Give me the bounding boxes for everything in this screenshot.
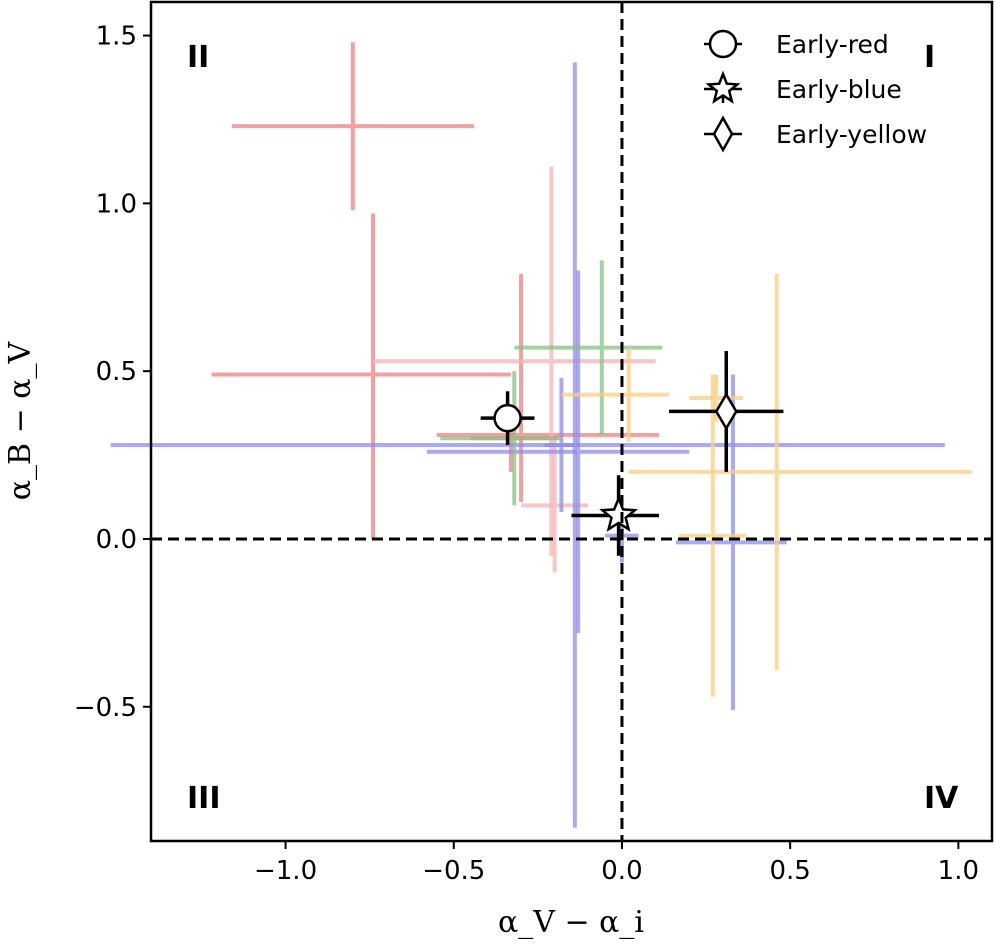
diamond-marker-icon xyxy=(712,115,734,153)
data-point-green-11 xyxy=(514,260,663,435)
mean-circle-early-red xyxy=(480,391,535,445)
data-point-blue-7 xyxy=(426,270,690,633)
quadrant-label-IV: IV xyxy=(924,781,959,816)
reference-lines xyxy=(151,2,992,841)
y-axis-label: α_B − α_V xyxy=(3,340,38,500)
y-tick-label: −0.5 xyxy=(74,693,137,723)
legend-entry-early-yellow: Early-yellow xyxy=(704,115,927,153)
data-point-yellow-15 xyxy=(628,273,972,670)
legend: Early-red Early-blue Early-yellow xyxy=(704,29,927,153)
data-points-layer xyxy=(110,42,972,828)
data-point-red-0 xyxy=(231,42,474,211)
y-tick-label: 1.0 xyxy=(96,189,137,219)
y-tick-label: 0.0 xyxy=(96,525,137,555)
x-tick-label: 0.5 xyxy=(769,856,810,886)
legend-entry-early-red: Early-red xyxy=(704,29,889,59)
plot-frame xyxy=(149,0,994,843)
mean-star-early-blue xyxy=(571,475,659,556)
data-point-blue-8 xyxy=(544,377,579,513)
legend-label: Early-red xyxy=(776,30,889,59)
data-point-blue-9 xyxy=(675,374,787,711)
star-marker-icon xyxy=(705,70,741,104)
y-tick-label: 0.5 xyxy=(96,357,137,387)
data-point-yellow-14 xyxy=(679,374,747,697)
x-axis-label: α_V − α_i xyxy=(498,905,644,940)
x-tick-label: 0.0 xyxy=(601,856,642,886)
x-tick-label: 1.0 xyxy=(938,856,979,886)
mean-diamond-early-yellow xyxy=(669,351,784,472)
quadrant-label-I: I xyxy=(924,40,935,75)
x-axis-ticks: −1.0 −0.5 0.0 0.5 1.0 xyxy=(254,841,979,886)
legend-label: Early-blue xyxy=(776,75,902,104)
legend-entry-early-blue: Early-blue xyxy=(704,70,902,104)
star-marker-icon xyxy=(599,495,638,532)
data-point-lightred-4 xyxy=(373,166,656,556)
circle-marker-icon xyxy=(493,403,522,433)
x-tick-label: −1.0 xyxy=(254,856,317,886)
data-point-red-1 xyxy=(211,213,511,539)
data-point-yellow-13 xyxy=(561,347,670,442)
data-point-green-12 xyxy=(440,371,562,506)
quadrant-label-III: III xyxy=(187,781,221,816)
circle-marker-icon xyxy=(708,29,738,59)
quadrant-labels: II I III IV xyxy=(187,40,959,816)
y-axis-ticks: −0.5 0.0 0.5 1.0 1.5 xyxy=(74,22,151,723)
quadrant-label-II: II xyxy=(187,40,209,75)
legend-label: Early-yellow xyxy=(776,120,927,149)
data-point-red-2 xyxy=(436,273,659,503)
x-tick-label: −0.5 xyxy=(422,856,485,886)
group-means-layer xyxy=(480,351,784,556)
y-tick-label: 1.5 xyxy=(96,22,137,52)
diamond-marker-icon xyxy=(714,391,738,431)
data-point-blue-6 xyxy=(110,62,945,828)
